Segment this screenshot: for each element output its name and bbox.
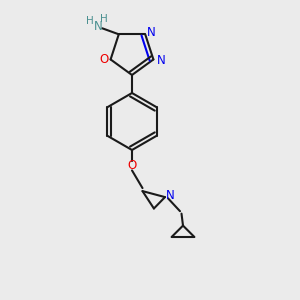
- Text: N: N: [157, 55, 165, 68]
- Text: O: O: [99, 53, 109, 66]
- Text: N: N: [93, 20, 102, 33]
- Text: N: N: [166, 189, 175, 203]
- Text: H: H: [86, 16, 94, 26]
- Text: H: H: [100, 14, 108, 24]
- Text: N: N: [147, 26, 156, 39]
- Text: O: O: [128, 159, 136, 172]
